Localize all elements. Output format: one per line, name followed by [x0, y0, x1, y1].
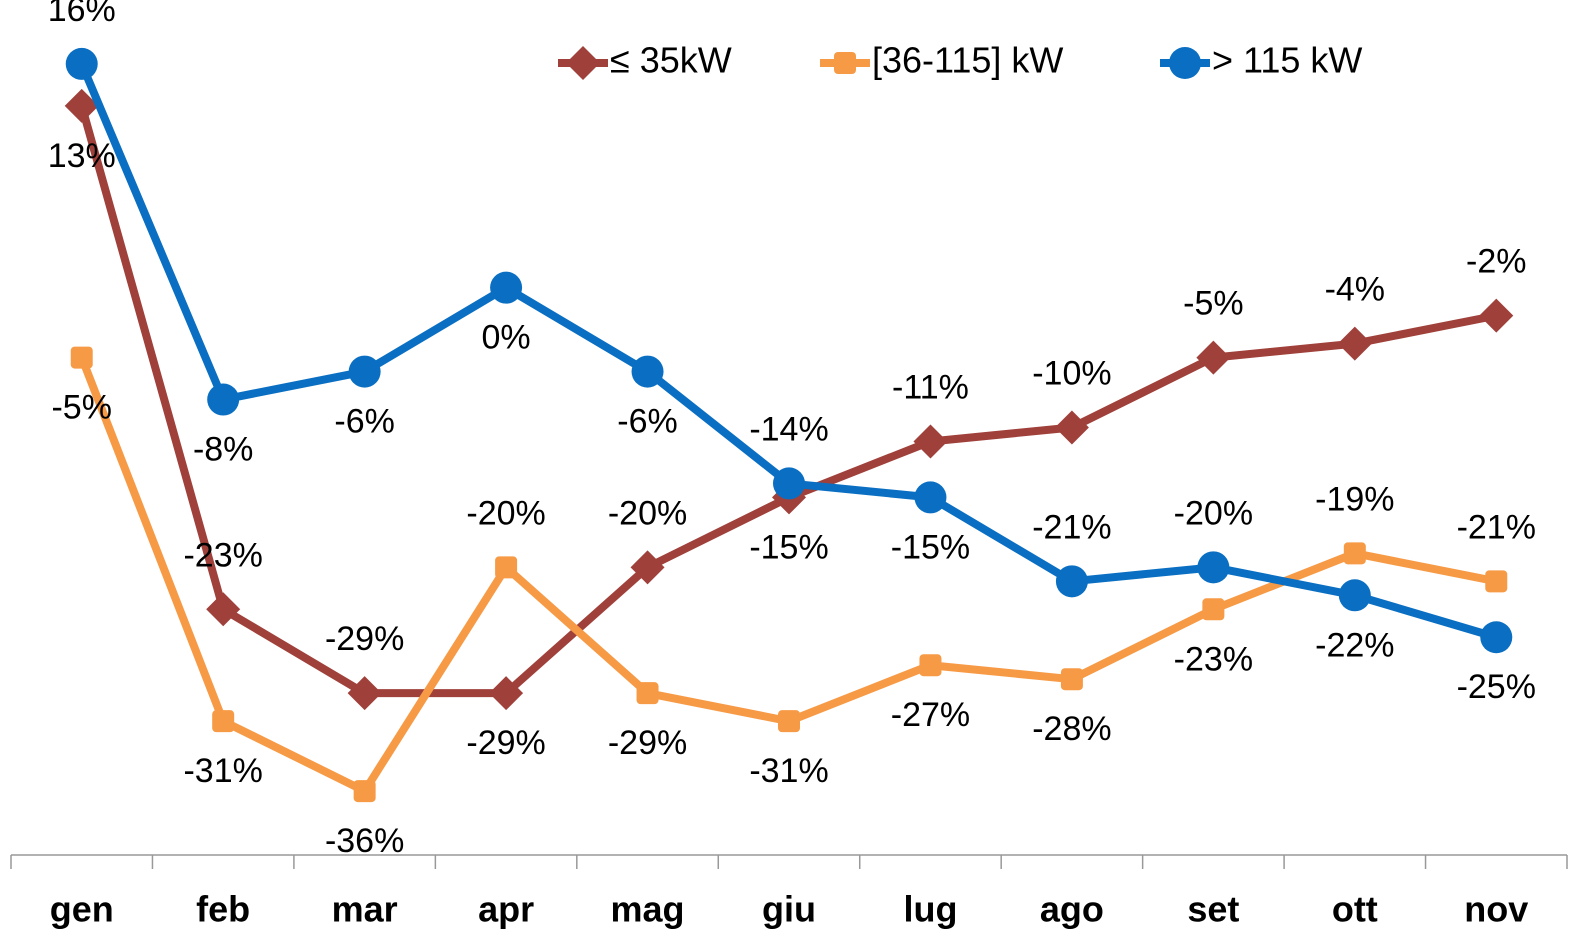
- x-tick-label: ago: [1040, 889, 1104, 930]
- marker: [636, 682, 659, 705]
- marker: [1343, 542, 1366, 565]
- marker: [566, 46, 600, 80]
- marker: [1060, 668, 1083, 691]
- marker: [1202, 598, 1225, 621]
- marker: [1054, 410, 1089, 445]
- data-label: -6%: [334, 403, 394, 441]
- data-label: -20%: [608, 494, 687, 532]
- x-tick-label: ott: [1332, 889, 1378, 930]
- marker: [1197, 551, 1230, 584]
- data-label: 16%: [48, 0, 116, 29]
- data-label: -20%: [466, 494, 545, 532]
- x-tick-label: mar: [332, 889, 398, 930]
- data-label: -36%: [325, 822, 404, 860]
- marker: [1479, 298, 1514, 333]
- marker: [919, 654, 942, 677]
- data-label: -19%: [1315, 480, 1394, 518]
- data-label: -15%: [891, 528, 970, 566]
- data-label: -31%: [749, 752, 828, 790]
- marker: [348, 355, 381, 388]
- x-tick-label: apr: [478, 889, 534, 930]
- marker: [495, 556, 518, 579]
- data-label: 0%: [482, 319, 531, 357]
- marker: [631, 355, 664, 388]
- x-tick-label: gen: [50, 889, 114, 930]
- x-tick-label: nov: [1464, 889, 1528, 930]
- marker: [773, 467, 805, 500]
- series: [64, 88, 1514, 711]
- marker: [1480, 621, 1513, 654]
- data-label: -31%: [183, 752, 262, 790]
- data-label: -2%: [1466, 243, 1526, 281]
- marker: [834, 52, 856, 74]
- marker: [70, 346, 93, 369]
- x-tick-label: feb: [196, 889, 250, 930]
- data-label: -23%: [1174, 640, 1253, 678]
- data-label: -23%: [183, 536, 262, 574]
- data-label: -21%: [1032, 508, 1111, 546]
- data-label: -20%: [1174, 494, 1253, 532]
- data-label: -27%: [891, 696, 970, 734]
- series: [65, 47, 1513, 654]
- data-label: -11%: [892, 368, 969, 406]
- marker: [353, 780, 376, 803]
- series: [70, 346, 1508, 803]
- marker: [65, 47, 98, 80]
- data-label: -8%: [193, 431, 253, 469]
- marker: [914, 481, 947, 514]
- data-label: -15%: [749, 528, 828, 566]
- marker: [64, 88, 99, 123]
- data-label: -5%: [51, 389, 111, 427]
- x-tick-label: mag: [611, 889, 685, 930]
- legend-label: [36-115] kW: [872, 40, 1063, 81]
- marker: [489, 676, 524, 711]
- marker: [207, 383, 240, 416]
- data-label: -29%: [608, 724, 687, 762]
- data-label: -6%: [617, 403, 677, 441]
- marker: [1196, 340, 1231, 375]
- legend-label: ≤ 35kW: [610, 40, 732, 81]
- data-label: -28%: [1032, 710, 1111, 748]
- marker: [913, 424, 948, 459]
- marker: [1485, 570, 1508, 593]
- marker: [212, 710, 235, 733]
- marker: [490, 271, 523, 304]
- marker: [1055, 565, 1088, 598]
- data-label: -29%: [466, 724, 545, 762]
- marker: [1169, 47, 1201, 79]
- marker: [1337, 326, 1372, 361]
- data-label: -4%: [1325, 271, 1385, 309]
- x-tick-label: giu: [762, 889, 816, 930]
- data-label: -22%: [1315, 626, 1394, 664]
- marker: [630, 550, 665, 585]
- data-label: 13%: [48, 137, 116, 175]
- data-label: -25%: [1457, 668, 1536, 706]
- data-label: -21%: [1457, 508, 1536, 546]
- data-label: -14%: [749, 410, 828, 448]
- data-label: -5%: [1183, 285, 1243, 323]
- series-line: [77, 104, 1498, 698]
- data-label: -29%: [325, 620, 404, 658]
- marker: [347, 676, 382, 711]
- x-tick-label: lug: [903, 889, 957, 930]
- data-label: -10%: [1032, 354, 1111, 392]
- marker: [778, 710, 800, 733]
- legend-label: > 115 kW: [1212, 40, 1362, 81]
- marker: [1338, 579, 1371, 612]
- x-tick-label: set: [1187, 889, 1239, 930]
- marker: [206, 592, 241, 627]
